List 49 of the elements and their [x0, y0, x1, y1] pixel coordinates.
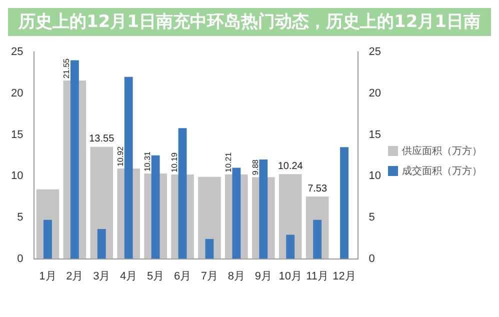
legend-label: 供应面积（万方）	[402, 144, 482, 158]
bar	[70, 60, 79, 259]
legend-label: 成交面积（万方）	[402, 164, 482, 178]
data-label: 10.19	[170, 152, 179, 173]
y-tick-label: 5	[17, 211, 24, 224]
x-tick-label: 4月	[120, 270, 138, 282]
data-label: 10.92	[116, 146, 125, 166]
x-tick-label: 3月	[93, 270, 110, 282]
x-tick-label: 10月	[278, 270, 302, 282]
bar	[44, 220, 52, 259]
bar	[151, 155, 160, 259]
data-label: 13.55	[89, 133, 115, 144]
bar	[340, 147, 348, 259]
y-tick-label: 15	[10, 128, 24, 141]
chart-title: 历史上的12月1日南充中环岛热门动态，历史上的12月1日南	[8, 8, 491, 36]
bar	[259, 160, 268, 259]
y2-tick-label: 10	[368, 170, 382, 182]
bar	[286, 234, 295, 259]
x-tick-label: 2月	[66, 270, 84, 282]
x-tick-label: 8月	[228, 270, 246, 282]
bar	[313, 220, 322, 259]
data-label: 10.24	[278, 160, 304, 172]
bar	[232, 168, 241, 259]
bar	[178, 128, 187, 259]
x-tick-label: 7月	[200, 270, 218, 282]
y2-tick-label: 20	[368, 87, 382, 100]
data-label: 21.55	[62, 58, 72, 79]
y-tick-label: 10	[10, 170, 24, 182]
x-tick-label: 12月	[332, 270, 356, 282]
data-label: 10.21	[224, 152, 233, 172]
x-tick-label: 9月	[254, 270, 272, 282]
y2-tick-label: 15	[368, 128, 382, 141]
data-label: 9.88	[250, 158, 260, 176]
y-tick-label: 20	[10, 87, 24, 100]
data-label: 7.53	[308, 183, 328, 194]
y-tick-label: 0	[17, 252, 24, 265]
x-tick-label: 11月	[306, 270, 329, 282]
x-tick-label: 6月	[174, 270, 192, 282]
y2-tick-label: 25	[368, 46, 382, 58]
y2-tick-label: 5	[368, 211, 375, 224]
bar	[198, 176, 221, 259]
y2-tick-label: 0	[368, 252, 375, 265]
bar	[205, 238, 214, 259]
x-tick-label: 5月	[146, 270, 164, 282]
bar	[124, 76, 133, 259]
x-tick-label: 1月	[39, 270, 56, 282]
bar	[97, 229, 106, 259]
y-tick-label: 25	[10, 46, 24, 58]
data-label: 10.31	[142, 150, 152, 172]
